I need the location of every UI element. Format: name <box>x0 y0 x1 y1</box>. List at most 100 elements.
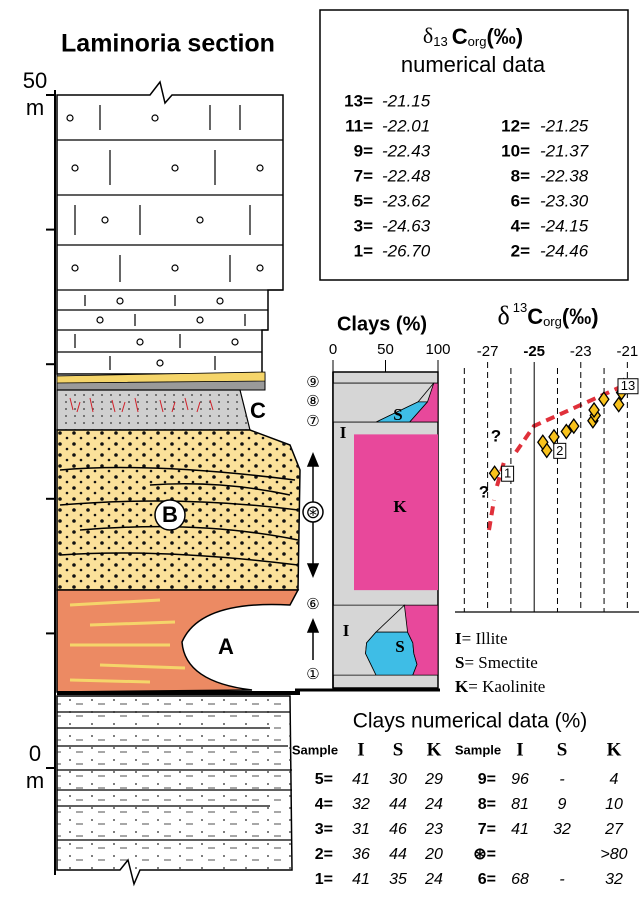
x-tick-label: -25 <box>523 343 545 360</box>
scale-label: 50 <box>23 68 47 93</box>
table-key: 13= <box>344 91 373 110</box>
table-key: 1= <box>354 241 373 260</box>
table-header: S <box>557 739 568 760</box>
table-value: 44 <box>389 796 407 813</box>
table-value: 68 <box>511 871 529 888</box>
table-value: 24 <box>424 871 443 888</box>
table-value: 81 <box>511 796 529 813</box>
table-key: 4= <box>511 216 530 235</box>
table-key: 8= <box>511 166 530 185</box>
question-mark: ? <box>491 426 501 445</box>
table-value: 24 <box>424 796 443 813</box>
svg-text:I= Illite: I= Illite <box>455 629 508 648</box>
table-key: 1= <box>315 871 333 888</box>
question-mark: ? <box>479 482 489 501</box>
legend: I= Illite S= Smectite K= Kaolinite <box>455 629 545 696</box>
table-value: -22.48 <box>382 166 431 185</box>
area-label: S <box>393 405 402 424</box>
table-header: Sample <box>292 742 338 757</box>
table-value: 32 <box>605 871 623 888</box>
svg-text:K= Kaolinite: K= Kaolinite <box>455 677 545 696</box>
scale-unit: m <box>26 95 44 120</box>
unit-label: C <box>250 398 266 423</box>
table-value: 41 <box>352 771 370 788</box>
table-header: I <box>516 739 523 760</box>
table-value: -21.15 <box>382 91 431 110</box>
point-label: 13 <box>621 378 635 393</box>
table-key: 9= <box>478 771 496 788</box>
table-key: 3= <box>315 821 333 838</box>
table-key: 5= <box>354 191 373 210</box>
figure: Laminoria section <box>0 0 639 900</box>
chart-title: Clays (%) <box>337 313 427 335</box>
table-key: 2= <box>511 241 530 260</box>
table-value: 32 <box>352 796 370 813</box>
table-key: 2= <box>315 846 333 863</box>
table-header: I <box>357 739 364 760</box>
x-tick-label: 50 <box>377 341 394 358</box>
table-value: -26.70 <box>382 241 431 260</box>
x-tick-label: -27 <box>477 343 499 360</box>
table-header: K <box>607 739 622 760</box>
area-S <box>366 632 417 675</box>
table-value: 96 <box>511 771 529 788</box>
table-value: 32 <box>553 821 571 838</box>
unit-label: B <box>162 502 178 527</box>
data-point <box>614 398 624 412</box>
table-value: 30 <box>389 771 407 788</box>
table-value: -22.01 <box>382 116 430 135</box>
table-value: 29 <box>424 771 443 788</box>
sample-label: ⑥ <box>306 596 319 613</box>
chart-title: δ13Corg(‰) <box>497 300 598 330</box>
x-tick-label: 0 <box>329 341 337 358</box>
box-title: δ13Corg(‰) <box>423 23 523 49</box>
isotope-plot: 1 2 13 <box>464 362 638 612</box>
table-value: 41 <box>352 871 370 888</box>
table-value: 31 <box>352 821 370 838</box>
svg-text:S= Smectite: S= Smectite <box>455 653 538 672</box>
table-header: Sample <box>455 742 501 757</box>
table-value: 46 <box>389 821 407 838</box>
table-key: 5= <box>315 771 333 788</box>
point-label: 2 <box>556 443 563 458</box>
table-key: ⊛= <box>473 846 496 863</box>
table-value: -23.30 <box>540 191 589 210</box>
table-value: -24.15 <box>540 216 589 235</box>
sample-label: ① <box>306 666 319 683</box>
table-key: 4= <box>315 796 333 813</box>
scale-unit: m <box>26 768 44 793</box>
table-value: >80 <box>600 846 627 863</box>
point-label: 1 <box>504 466 511 481</box>
table-key: 8= <box>478 796 496 813</box>
sample-label: ⑦ <box>306 413 319 430</box>
x-tick-label: 100 <box>425 341 450 358</box>
area-label: I <box>343 621 350 640</box>
table-key: 10= <box>501 141 530 160</box>
table-key: 9= <box>354 141 373 160</box>
table-value: -24.46 <box>540 241 589 260</box>
table-key: 7= <box>354 166 373 185</box>
scale-label: 0 <box>29 741 41 766</box>
table-value: 20 <box>424 846 443 863</box>
table-value: -21.37 <box>540 141 589 160</box>
table-value: -22.43 <box>382 141 431 160</box>
table-header: S <box>393 739 404 760</box>
title: Laminoria section <box>61 30 275 58</box>
column <box>55 82 300 884</box>
table-key: 7= <box>478 821 496 838</box>
table-value: 10 <box>605 796 623 813</box>
sample-label: ⑧ <box>306 393 319 410</box>
table-value: -23.62 <box>382 191 431 210</box>
table-value: -21.25 <box>540 116 589 135</box>
table-key: 3= <box>354 216 373 235</box>
x-tick-label: -21 <box>617 343 639 360</box>
table-value: 44 <box>389 846 407 863</box>
table-header: K <box>427 739 442 760</box>
table-title: Clays numerical data (%) <box>353 710 588 733</box>
table-key: 11= <box>345 116 373 135</box>
table-key: 12= <box>501 116 530 135</box>
unit-label: A <box>218 634 234 659</box>
table-value: 27 <box>604 821 624 838</box>
sample-label: ⑨ <box>306 374 319 391</box>
